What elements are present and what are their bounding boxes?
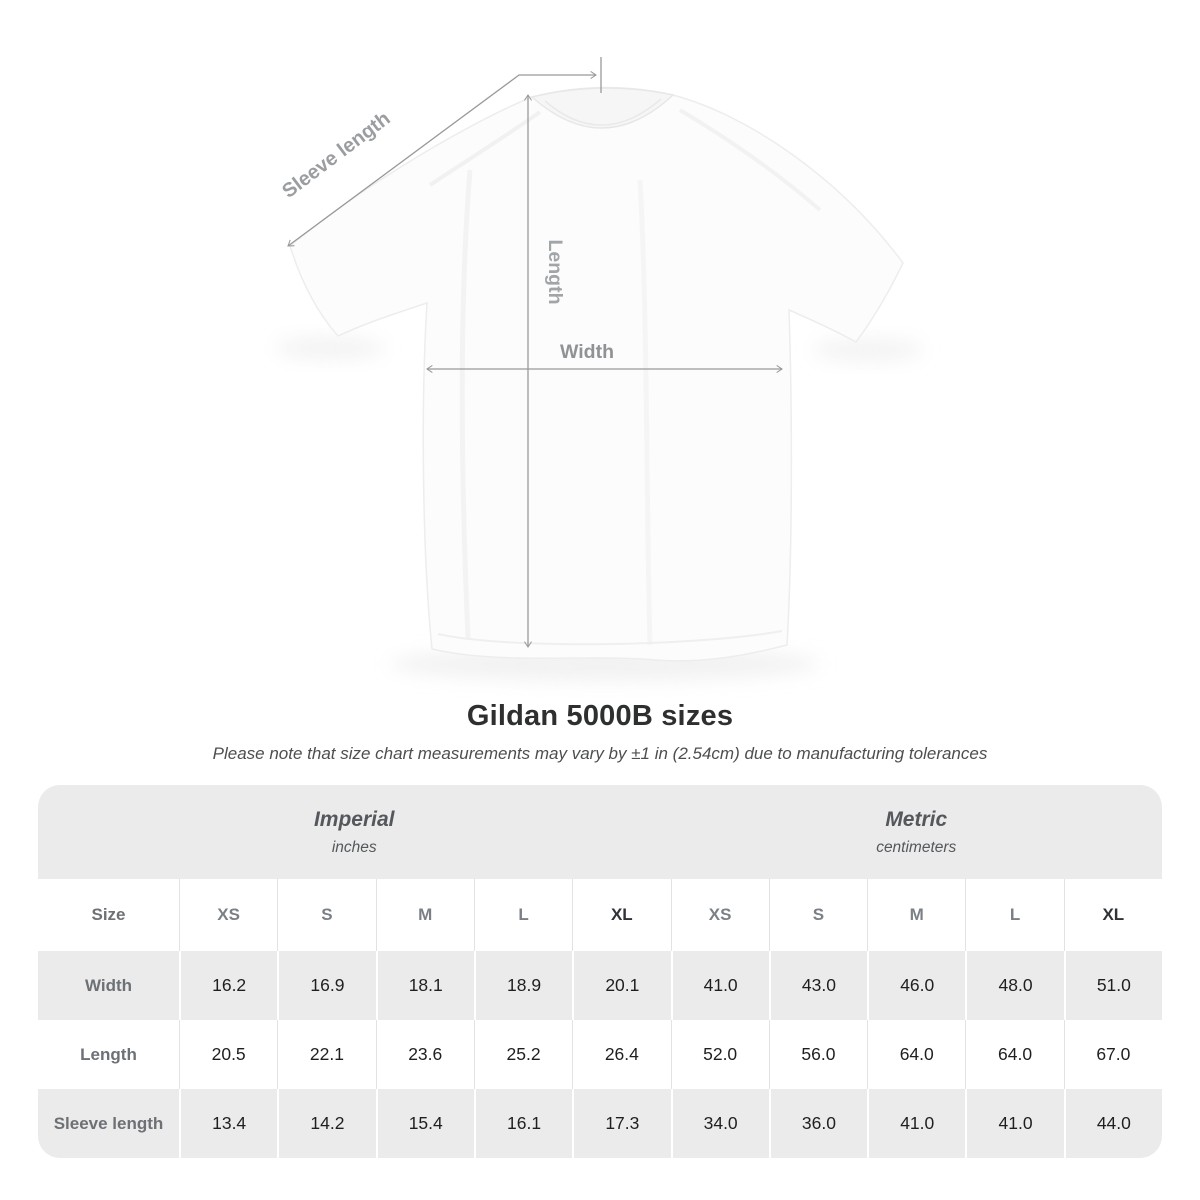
column-header-m-imperial: M <box>375 879 474 951</box>
size-header-label: Size <box>91 905 126 924</box>
value-cell: 16.9 <box>277 951 375 1020</box>
value-cell: 64.0 <box>965 1020 1063 1089</box>
value-cell: 22.1 <box>277 1020 375 1089</box>
row-label: Width <box>84 975 133 995</box>
column-header-s-metric: S <box>768 879 867 951</box>
page-title: Gildan 5000B sizes <box>466 700 734 732</box>
value-cell: 43.0 <box>768 951 867 1020</box>
tolerance-note: Please note that size chart measurements… <box>212 744 988 763</box>
column-header-xl-metric: XL <box>1063 879 1162 951</box>
value-cell: 41.0 <box>965 1089 1063 1158</box>
tshirt-measurement-diagram: Sleeve length Length Width <box>275 57 923 681</box>
table-body: Width 16.2 16.9 18.1 18.9 20.1 41.0 43.0 46.0 48.… <box>38 951 1162 1158</box>
column-header-s-imperial: S <box>277 879 375 951</box>
column-header-xs-metric: XS <box>670 879 769 951</box>
fold-line <box>637 179 653 646</box>
value-cell: 17.3 <box>572 1089 670 1158</box>
column-header-xs-imperial: XS <box>179 879 277 951</box>
value-cell: 67.0 <box>1063 1020 1162 1089</box>
sleeve-length-arrow <box>287 71 597 247</box>
table-row-length: Length 20.5 22.1 23.6 25.2 26.4 52.0 56.0 64.0 64… <box>38 1020 1162 1089</box>
imperial-label: Imperial <box>313 807 395 831</box>
value-cell: 51.0 <box>1063 951 1162 1020</box>
value-cell: 41.0 <box>867 1089 965 1158</box>
metric-label: Metric <box>885 807 948 831</box>
value-cell: 56.0 <box>768 1020 867 1089</box>
unit-group-header: Imperial inches Metric centimeters <box>38 785 1162 879</box>
imperial-unit: inches <box>331 838 377 856</box>
value-cell: 15.4 <box>375 1089 474 1158</box>
sleeve-shadow-right <box>813 338 923 362</box>
value-cell: 23.6 <box>375 1020 474 1089</box>
value-cell: 46.0 <box>867 951 965 1020</box>
value-cell: 41.0 <box>670 951 769 1020</box>
size-table: Imperial inches Metric centimeters Size … <box>38 785 1162 1158</box>
value-cell: 64.0 <box>867 1020 965 1089</box>
value-cell: 25.2 <box>473 1020 572 1089</box>
value-cell: 18.9 <box>473 951 572 1020</box>
value-cell: 20.5 <box>179 1020 277 1089</box>
width-label: Width <box>560 341 614 363</box>
length-label: Length <box>544 240 566 305</box>
tshirt-body <box>289 86 904 662</box>
value-cell: 34.0 <box>670 1089 769 1158</box>
sleeve-crease-right <box>678 108 822 212</box>
value-cell: 14.2 <box>277 1089 375 1158</box>
table-row-sleeve-length: Sleeve length 13.4 14.2 15.4 16.1 17.3 34.0 36.… <box>38 1089 1162 1158</box>
size-header-row: Size XS S M L XL XS S M L XL <box>38 879 1162 951</box>
column-header-m-metric: M <box>867 879 965 951</box>
column-header-xl-imperial: XL <box>572 879 670 951</box>
value-cell: 20.1 <box>572 951 670 1020</box>
value-cell: 16.1 <box>473 1089 572 1158</box>
value-cell: 44.0 <box>1063 1089 1162 1158</box>
hem-seam <box>437 630 783 646</box>
imperial-group-header: Imperial inches <box>38 785 671 879</box>
value-cell: 18.1 <box>375 951 474 1020</box>
column-header-l-imperial: L <box>473 879 572 951</box>
sleeve-shadow-left <box>275 336 385 360</box>
metric-unit: centimeters <box>876 838 957 856</box>
value-cell: 48.0 <box>965 951 1063 1020</box>
row-label: Length <box>80 1044 137 1064</box>
row-label: Sleeve length <box>53 1113 164 1133</box>
value-cell: 16.2 <box>179 951 277 1020</box>
metric-group-header: Metric centimeters <box>671 785 1163 879</box>
value-cell: 36.0 <box>768 1089 867 1158</box>
value-cell: 26.4 <box>572 1020 670 1089</box>
table-row-width: Width 16.2 16.9 18.1 18.9 20.1 41.0 43.0 46.0 48.… <box>38 951 1162 1020</box>
value-cell: 13.4 <box>179 1089 277 1158</box>
value-cell: 52.0 <box>670 1020 769 1089</box>
column-header-l-metric: L <box>965 879 1063 951</box>
